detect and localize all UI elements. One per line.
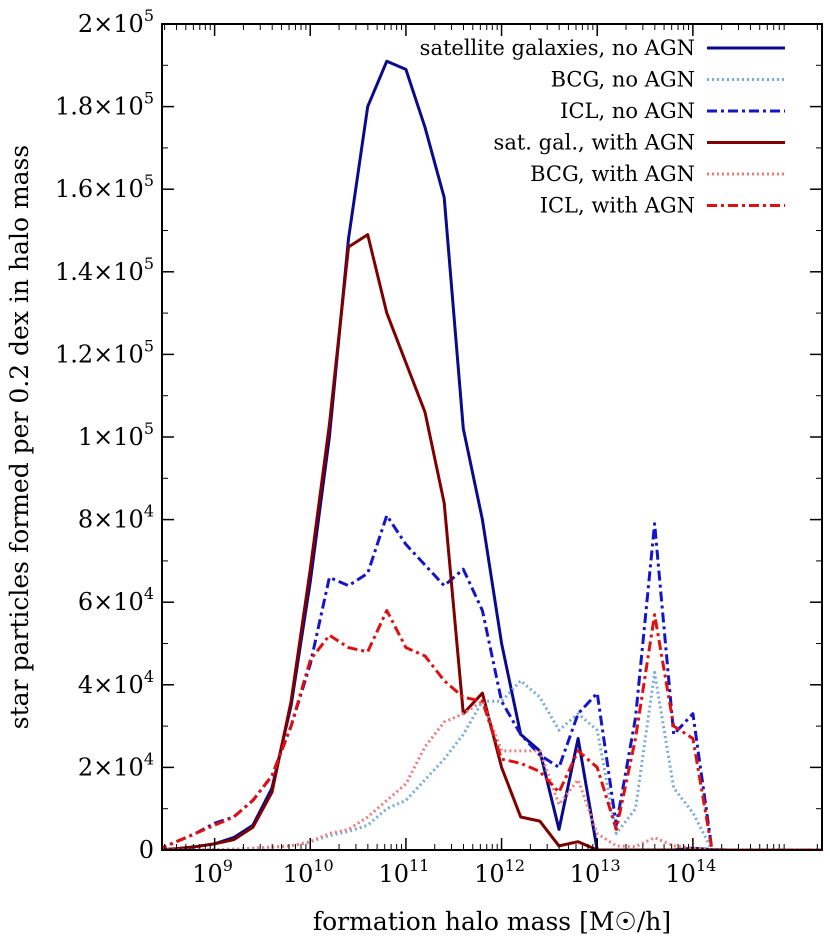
x-tick-label: 1013 [570,856,621,888]
x-tick-label: 1012 [474,856,525,888]
y-tick-label: 1.2×105 [55,336,154,368]
y-tick-label: 1.6×105 [55,171,154,203]
y-tick-label: 1.8×105 [55,89,154,121]
legend-label: satellite galaxies, no AGN [420,36,695,60]
legend-label: BCG, with AGN [530,162,695,186]
legend-label: BCG, no AGN [551,68,695,92]
legend-label: ICL, no AGN [560,99,695,123]
axis-ticks: 109 1010 1011 1012 1013 1014 0 2×104 4×104 6×104 8… [55,6,822,888]
x-tick-label: 1014 [665,856,716,888]
series-line-bcg-with-agn [162,699,822,850]
y-tick-label: 1×105 [78,419,154,451]
x-axis-title: formation halo mass [M☉/h] [313,907,671,936]
y-tick-label: 6×104 [78,584,154,616]
x-tick-label: 109 [192,856,233,888]
y-tick-label: 2×104 [78,749,154,781]
y-tick-label: 8×104 [78,502,154,534]
y-tick-label: 4×104 [78,667,154,699]
series-line-sat-gal-with-agn [162,233,822,850]
y-tick-label: 0 [139,836,154,864]
series-line-icl-with-agn [162,609,822,850]
x-tick-label: 1010 [283,856,334,888]
legend: satellite galaxies, no AGN BCG, no AGN ICL… [420,36,785,218]
legend-label: ICL, with AGN [540,194,695,218]
y-tick-label: 1.4×105 [55,254,154,286]
series-layer [162,59,822,850]
y-tick-label: 2×105 [78,6,154,38]
series-line-bcg-no-agn [162,670,822,850]
series-line-icl-no-agn [162,514,822,850]
y-axis-title: star particles formed per 0.2 dex in hal… [5,145,34,729]
legend-label: sat. gal., with AGN [494,131,695,155]
x-tick-label: 1011 [378,856,429,888]
